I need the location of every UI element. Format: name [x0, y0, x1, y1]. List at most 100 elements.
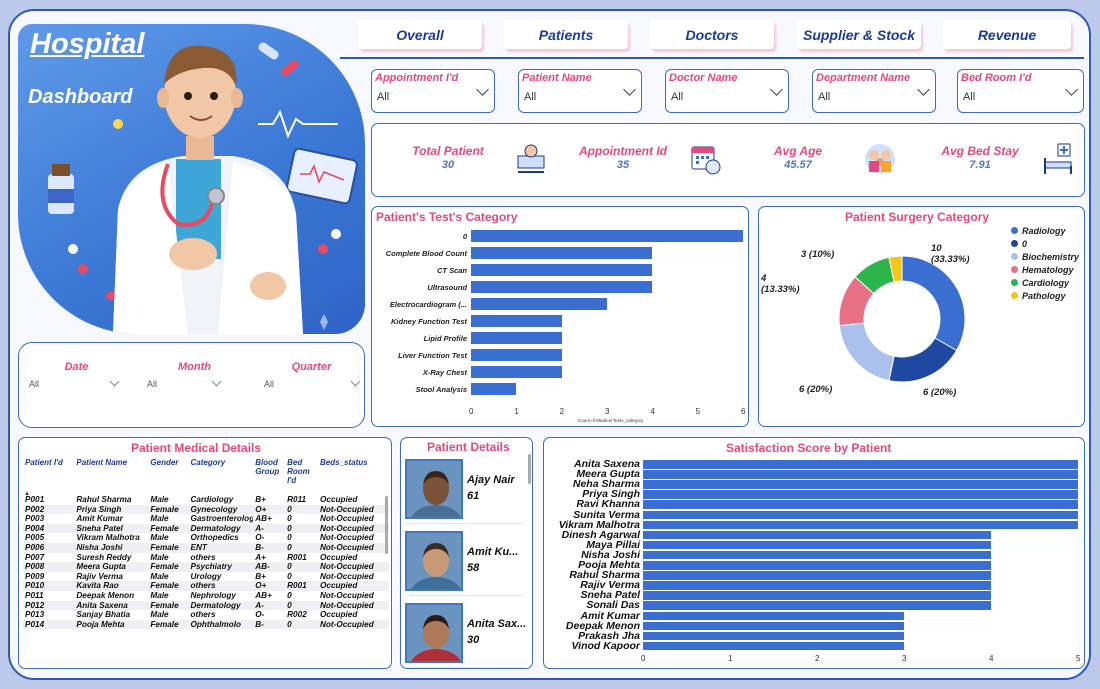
- column-header[interactable]: Patient I'd: [25, 458, 63, 467]
- bar[interactable]: [643, 561, 991, 570]
- table-row[interactable]: P013 Sanjay Bhatia Male others O- R002 Occupie…: [23, 610, 389, 620]
- column-header[interactable]: Bed Room I'd: [287, 458, 310, 485]
- pie-slice[interactable]: [888, 255, 903, 283]
- table-row[interactable]: P010 Kavita Rao Female others O+ R001 Occupied: [23, 581, 389, 591]
- bar[interactable]: [471, 281, 653, 293]
- column-header[interactable]: Blood Group: [255, 458, 280, 476]
- table-row[interactable]: P009 Rajiv Verma Male Urology B+ 0 Not-Occupie…: [23, 572, 389, 582]
- chevron-down-icon[interactable]: [623, 83, 636, 96]
- bar[interactable]: [643, 611, 904, 621]
- bed-room-id-filter[interactable]: Bed Room I'd All: [957, 69, 1084, 113]
- table-scrollbar[interactable]: [385, 496, 388, 554]
- bar[interactable]: [471, 230, 743, 242]
- bar[interactable]: [471, 298, 607, 310]
- sort-arrow-icon[interactable]: ▲: [24, 491, 30, 497]
- tab-overall[interactable]: Overall: [358, 20, 482, 49]
- bar[interactable]: [643, 460, 1078, 469]
- patient-card[interactable]: Amit Ku... 58: [405, 528, 525, 596]
- table-cell: Female: [148, 542, 189, 553]
- table-row[interactable]: P002 Priya Singh Female Gynecology O+ 0 Not-Oc…: [23, 504, 389, 515]
- appointment-id-filter[interactable]: Appointment I'd All: [371, 69, 495, 113]
- date-filter[interactable]: Date All: [29, 361, 124, 389]
- tab-supplier-stock[interactable]: Supplier & Stock: [797, 20, 921, 49]
- table-cell: Ophthalmolo: [188, 619, 254, 630]
- column-header[interactable]: Beds_status: [320, 458, 368, 467]
- bar[interactable]: [643, 631, 904, 641]
- table-row[interactable]: P006 Nisha Joshi Female ENT B- 0 Not-Occupied: [23, 542, 389, 553]
- patient-age: 58: [467, 562, 480, 574]
- panel-title: Patient Details: [427, 440, 510, 454]
- bar[interactable]: [471, 332, 562, 344]
- tab-revenue[interactable]: Revenue: [943, 20, 1071, 49]
- bar[interactable]: [643, 510, 1078, 520]
- column-header[interactable]: Gender: [150, 458, 179, 467]
- bar[interactable]: [643, 621, 904, 631]
- pie-slice[interactable]: [838, 322, 895, 382]
- table-row[interactable]: P011 Deepak Menon Male Nephrology AB+ 0 Not-Oc…: [23, 591, 389, 601]
- bar[interactable]: [643, 500, 1078, 509]
- table-row[interactable]: P014 Pooja Mehta Female Ophthalmolo B- 0 Not-O…: [23, 619, 389, 630]
- chevron-down-icon[interactable]: [109, 376, 120, 387]
- bar[interactable]: [471, 383, 517, 395]
- bar[interactable]: [643, 550, 991, 560]
- bar[interactable]: [643, 480, 1078, 489]
- legend-label: Pathology: [1022, 291, 1066, 301]
- bar[interactable]: [643, 520, 1078, 530]
- x-tick-label: 4: [989, 654, 994, 663]
- cards-scrollbar[interactable]: [528, 454, 531, 484]
- tab-doctors[interactable]: Doctors: [650, 20, 774, 49]
- bar[interactable]: [643, 540, 991, 550]
- column-header[interactable]: Patient Name: [76, 458, 128, 467]
- bar[interactable]: [643, 601, 991, 610]
- table-cell: P005: [25, 533, 45, 543]
- bar[interactable]: [643, 591, 991, 600]
- legend-label: Radiology: [1022, 226, 1066, 236]
- legend-item[interactable]: Pathology: [1011, 291, 1066, 301]
- bar[interactable]: [643, 470, 1078, 479]
- legend-item[interactable]: Radiology: [1011, 226, 1066, 236]
- department-name-filter[interactable]: Department Name All: [812, 69, 936, 113]
- table-row[interactable]: P007 Suresh Reddy Male others A+ R001 Occupied: [23, 553, 389, 563]
- chevron-down-icon[interactable]: [1065, 83, 1078, 96]
- table-row[interactable]: P012 Anita Saxena Female Dermatology A- 0 Not-…: [23, 600, 389, 611]
- table-cell: Male: [150, 514, 169, 524]
- column-header[interactable]: Category: [190, 458, 226, 467]
- patient-card[interactable]: Anita Sax... 30: [405, 600, 526, 668]
- quarter-filter[interactable]: Quarter All: [264, 361, 361, 389]
- bar[interactable]: [471, 349, 562, 361]
- pie-slice[interactable]: [888, 337, 958, 383]
- bar[interactable]: [471, 315, 562, 327]
- bar[interactable]: [643, 490, 1078, 499]
- table-cell: others: [190, 610, 216, 620]
- table-row[interactable]: P004 Sneha Patel Female Dermatology A- 0 Not-O…: [23, 523, 389, 534]
- patient-card[interactable]: Ajay Nair 61: [405, 456, 525, 524]
- chevron-down-icon[interactable]: [917, 83, 930, 96]
- table-row[interactable]: P001 Rahul Sharma Male Cardiology B+ R011 Occu…: [23, 495, 389, 505]
- bar[interactable]: [471, 366, 562, 378]
- chevron-down-icon[interactable]: [350, 376, 361, 387]
- chevron-down-icon[interactable]: [770, 83, 783, 96]
- pie-slice[interactable]: [901, 255, 966, 352]
- patient-name-filter[interactable]: Patient Name All: [518, 69, 642, 113]
- table-row[interactable]: P005 Vikram Malhotra Male Orthopedics O- 0 Not…: [23, 533, 389, 543]
- bar[interactable]: [471, 247, 653, 259]
- table-row[interactable]: P003 Amit Kumar Male Gastroenterology AB+ 0 No…: [23, 514, 389, 524]
- legend-item[interactable]: Hematology: [1011, 265, 1074, 275]
- x-tick-label: 5: [1076, 654, 1081, 663]
- bar[interactable]: [643, 641, 904, 651]
- bar[interactable]: [643, 581, 991, 590]
- table-row[interactable]: P008 Meera Gupta Female Psychiatry AB- 0 Not-O…: [23, 562, 389, 572]
- legend-item[interactable]: 0: [1011, 239, 1027, 249]
- bar[interactable]: [643, 571, 991, 580]
- chevron-down-icon[interactable]: [476, 83, 489, 96]
- chevron-down-icon[interactable]: [211, 376, 222, 387]
- month-filter[interactable]: Month All: [147, 361, 242, 389]
- bar[interactable]: [471, 264, 653, 276]
- tab-patients[interactable]: Patients: [504, 20, 628, 49]
- doctor-name-filter[interactable]: Doctor Name All: [665, 69, 789, 113]
- legend-item[interactable]: Biochemistry: [1011, 252, 1079, 262]
- bar-label: Lipid Profile: [423, 334, 467, 343]
- kpi-value: 45.57: [784, 159, 812, 171]
- bar[interactable]: [643, 530, 991, 540]
- legend-item[interactable]: Cardiology: [1011, 278, 1069, 288]
